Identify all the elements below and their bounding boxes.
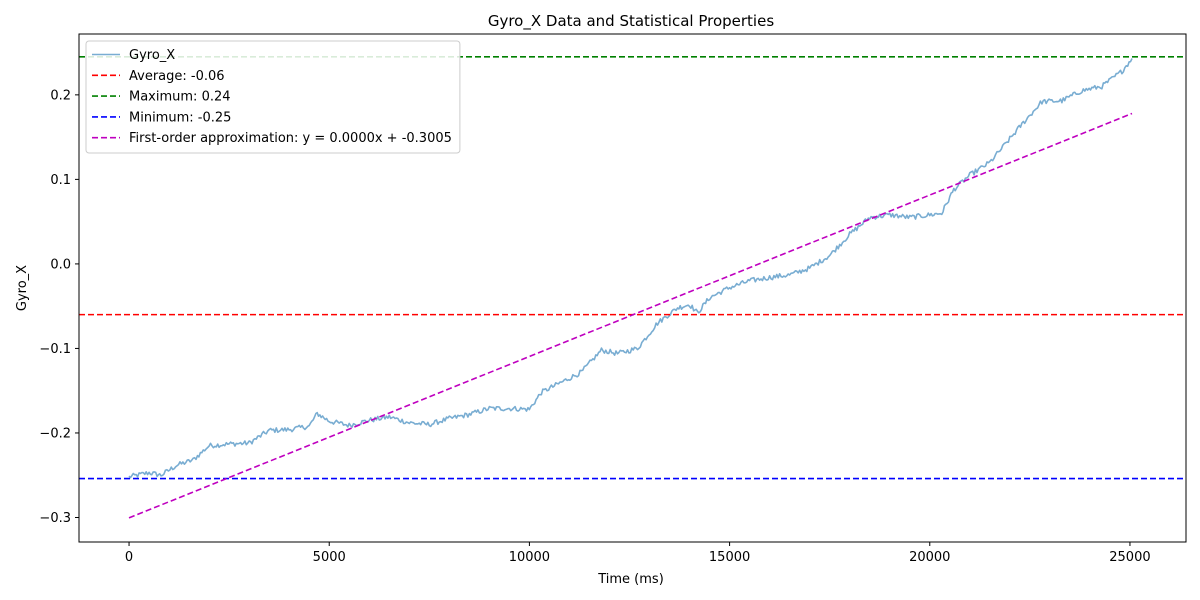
legend: Gyro_X Average: -0.06 Maximum: 0.24 Minimum… <box>85 40 461 154</box>
x-tick-label: 0 <box>125 550 133 565</box>
legend-label: First-order approximation: y = 0.0000x +… <box>129 131 452 146</box>
y-axis-label: Gyro_X <box>15 265 30 311</box>
x-tick-label: 20000 <box>909 550 950 565</box>
x-tick-label: 25000 <box>1109 550 1150 565</box>
y-tick-label: 0.2 <box>50 88 71 103</box>
series-first-order-approximation <box>128 112 1133 519</box>
x-tick-label: 5000 <box>313 550 346 565</box>
y-tick-label: −0.3 <box>39 511 71 526</box>
legend-label: Average: -0.06 <box>129 69 225 84</box>
x-axis-label: Time (ms) <box>597 572 664 587</box>
legend-label: Gyro_X <box>129 48 175 63</box>
legend-box <box>85 40 461 154</box>
chart-title: Gyro_X Data and Statistical Properties <box>488 12 775 31</box>
y-tick-label: 0.1 <box>50 173 71 188</box>
x-tick-label: 10000 <box>509 550 550 565</box>
y-tick-label: 0.0 <box>50 257 71 272</box>
legend-label: Minimum: -0.25 <box>129 110 231 125</box>
axes-frame <box>78 33 1187 543</box>
plot-area: 0 5000 10000 15000 20000 25000 −0.3 −0.2 −0.1 0.0… <box>39 33 1187 565</box>
legend-label: Maximum: 0.24 <box>129 90 231 105</box>
y-tick-label: −0.1 <box>39 342 71 357</box>
x-tick-label: 15000 <box>709 550 750 565</box>
y-tick-label: −0.2 <box>39 426 71 441</box>
